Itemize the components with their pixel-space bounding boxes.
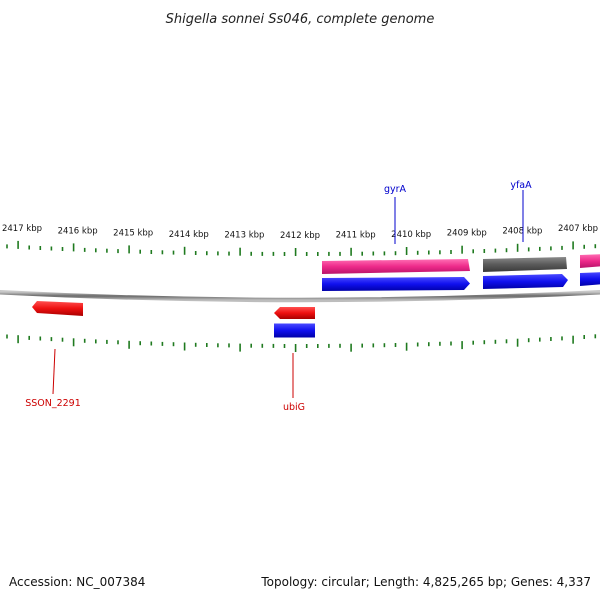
accession-text: Accession: NC_007384 [9, 575, 145, 589]
next-cds-arrow[interactable] [580, 272, 600, 286]
SSON_2291-leader [52, 348, 56, 395]
tick-label: 2417 kbp [2, 224, 42, 234]
tick-label: 2414 kbp [169, 230, 209, 240]
gene-label-yfaA[interactable]: yfaA [510, 180, 532, 191]
gene-label-SSON_2291[interactable]: SSON_2291 [25, 398, 81, 409]
yfaA-feature-block[interactable] [483, 257, 567, 272]
yfaA-cds-arrow[interactable] [483, 274, 568, 289]
genome-summary-text: Topology: circular; Length: 4,825,265 bp… [260, 575, 591, 589]
tick-label: 2411 kbp [336, 231, 376, 241]
map-title: Shigella sonnei Ss046, complete genome [166, 12, 435, 27]
ubiG-cds-block[interactable] [274, 323, 315, 338]
tick-label: 2416 kbp [58, 227, 98, 237]
genome-backbone [0, 289, 600, 303]
tick-label: 2413 kbp [224, 231, 264, 241]
tick-label: 2410 kbp [391, 230, 431, 240]
SSON_2291-cds-arrow[interactable] [32, 301, 83, 316]
gyrA-feature-block[interactable] [322, 259, 470, 274]
tick-label: 2407 kbp [558, 224, 598, 234]
ubiG-feature-arrow[interactable] [274, 307, 315, 319]
gyrA-cds-arrow[interactable] [322, 277, 470, 291]
tick-labels: 2417 kbp 2416 kbp 2415 kbp 2414 kbp 2413 kbp… [2, 224, 598, 241]
gene-label-gyrA[interactable]: gyrA [384, 184, 407, 195]
tick-label: 2412 kbp [280, 231, 320, 241]
tick-label: 2415 kbp [113, 229, 153, 239]
next-feature-block[interactable] [580, 254, 600, 268]
gene-label-ubiG[interactable]: ubiG [283, 402, 305, 413]
tick-label: 2408 kbp [502, 227, 542, 237]
tick-track-top [6, 240, 597, 256]
tick-track-bottom [6, 334, 597, 352]
tick-label: 2409 kbp [447, 229, 487, 239]
